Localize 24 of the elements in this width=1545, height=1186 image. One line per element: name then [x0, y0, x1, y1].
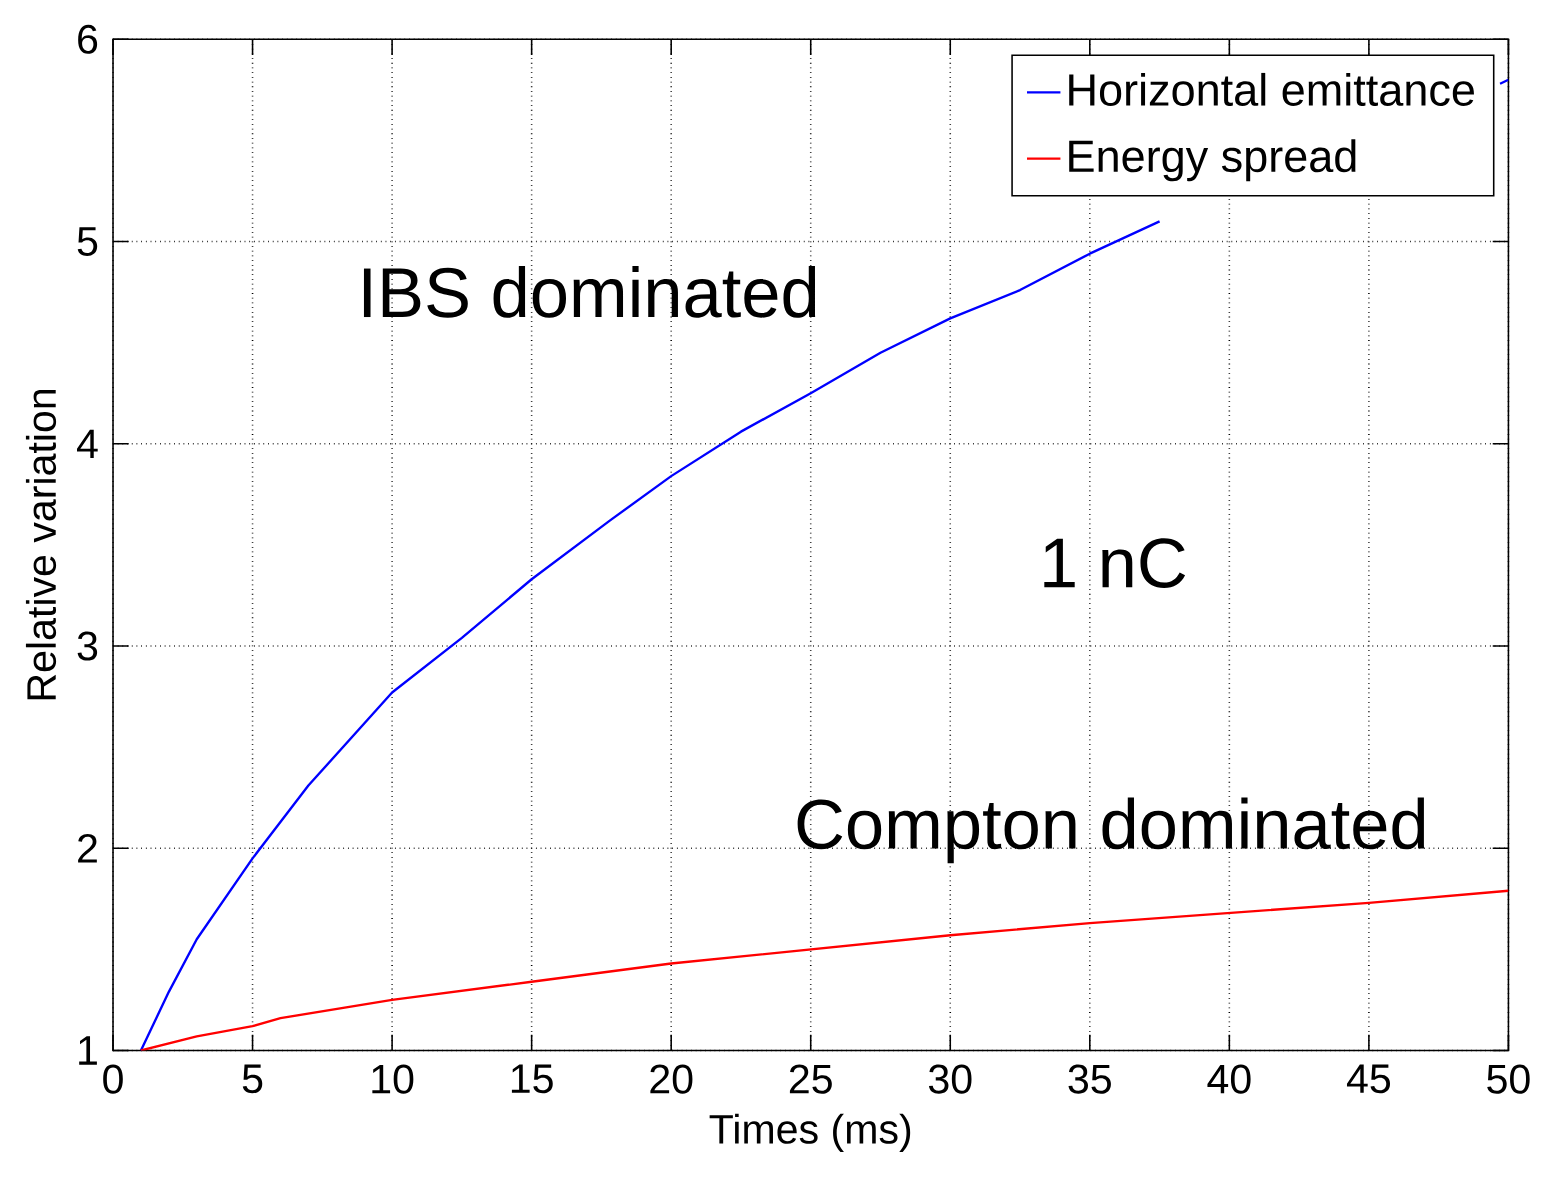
- x-tick-label: 35: [1068, 1064, 1111, 1094]
- annotation: 1 nC: [1044, 538, 1186, 588]
- y-tick-label: 6: [78, 24, 98, 54]
- x-axis-title: Times (ms): [709, 1113, 911, 1152]
- legend-label: Energy spread: [1069, 139, 1356, 182]
- x-tick-label: 25: [789, 1064, 832, 1094]
- y-tick-label: 4: [77, 429, 98, 458]
- y-tick-label: 5: [77, 227, 98, 256]
- legend-label: Horizontal emittance: [1069, 72, 1474, 106]
- x-tick-label: 10: [372, 1064, 414, 1094]
- y-tick-label: 1: [79, 1036, 97, 1065]
- x-tick-label: 40: [1207, 1064, 1251, 1094]
- annotation: Compton dominated: [797, 797, 1425, 864]
- x-tick-label: 45: [1346, 1064, 1391, 1094]
- x-tick-label: 20: [650, 1064, 693, 1094]
- annotation: IBS dominated: [363, 265, 816, 318]
- x-tick-label: 15: [511, 1064, 553, 1094]
- x-tick-label: 5: [242, 1064, 263, 1094]
- x-tick-label: 0: [103, 1064, 123, 1094]
- y-tick-label: 3: [77, 631, 98, 661]
- y-axis-title: Relative variation: [25, 389, 57, 700]
- y-tick-label: 2: [78, 833, 97, 863]
- x-tick-label: 50: [1487, 1064, 1530, 1094]
- x-tick-label: 30: [928, 1064, 972, 1094]
